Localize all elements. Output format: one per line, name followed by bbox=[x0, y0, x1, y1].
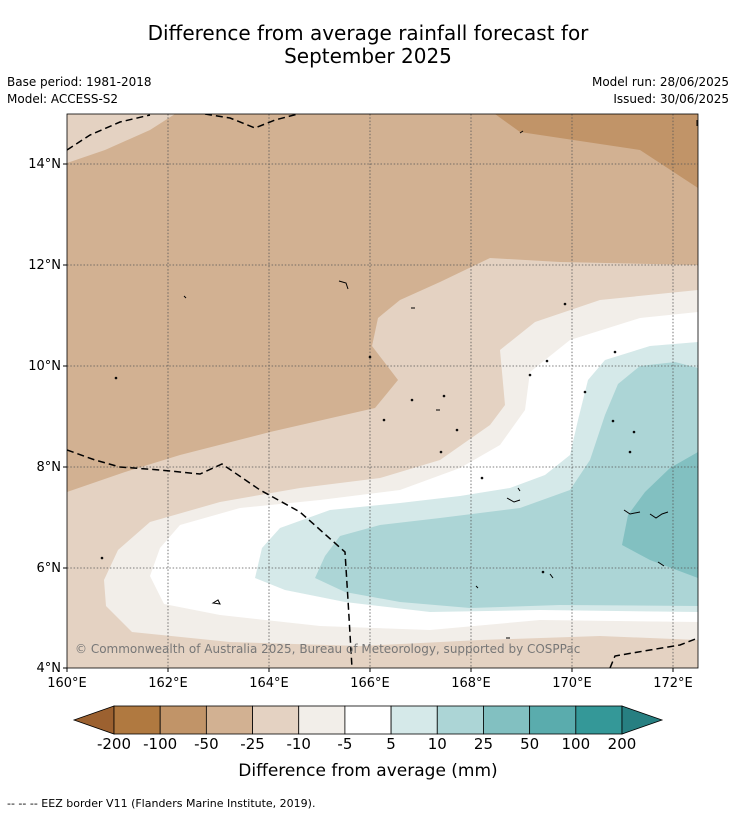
colorbar-swatch bbox=[159, 705, 207, 735]
region-minus25-top-left bbox=[67, 114, 175, 163]
y-tick-label: 8°N bbox=[37, 460, 62, 475]
colorbar-tick-label: -50 bbox=[194, 735, 219, 753]
colorbar-extend-low bbox=[72, 705, 115, 735]
colorbar-swatch bbox=[483, 705, 531, 735]
y-tick-label: 14°N bbox=[28, 157, 61, 172]
meta-right: Model run: 28/06/2025 Issued: 30/06/2025 bbox=[592, 74, 729, 108]
colorbar-swatch bbox=[252, 705, 300, 735]
issued-date: Issued: 30/06/2025 bbox=[613, 92, 729, 106]
map-title: Difference from average rainfall forecas… bbox=[0, 22, 736, 68]
x-tick-label: 164°E bbox=[249, 676, 289, 691]
eez-border-west bbox=[67, 449, 353, 668]
y-tick-label: 12°N bbox=[28, 258, 61, 273]
colorbar-tick-label: 200 bbox=[607, 735, 637, 753]
model-name: Model: ACCESS-S2 bbox=[7, 92, 119, 106]
colorbar-tick-label: 25 bbox=[473, 735, 493, 753]
colorbar-tick-label: -25 bbox=[240, 735, 265, 753]
colorbar-tick-label: -200 bbox=[96, 735, 132, 753]
base-period: Base period: 1981-2018 bbox=[7, 75, 152, 89]
eez-border-north-2 bbox=[204, 114, 299, 129]
x-tick-label: 160°E bbox=[47, 676, 87, 691]
islands bbox=[100, 120, 698, 639]
colorbar-tick-label: -100 bbox=[143, 735, 178, 753]
y-tick-label: 4°N bbox=[37, 661, 62, 676]
colorbar-tick-label: 10 bbox=[427, 735, 447, 753]
x-tick-label: 162°E bbox=[148, 676, 188, 691]
colorbar-swatch bbox=[529, 705, 577, 735]
colorbar-swatch bbox=[298, 705, 346, 735]
colorbar-swatch bbox=[390, 705, 438, 735]
copyright-text: © Commonwealth of Australia 2025, Bureau… bbox=[75, 642, 580, 656]
colorbar-swatch bbox=[113, 705, 161, 735]
y-tick-label: 10°N bbox=[28, 359, 61, 374]
x-tick-label: 172°E bbox=[653, 676, 693, 691]
x-tick-label: 170°E bbox=[552, 676, 592, 691]
eez-border-north bbox=[67, 114, 151, 151]
eez-border-southeast bbox=[609, 637, 698, 668]
colorbar-tick-label: -10 bbox=[286, 735, 311, 753]
x-axis: 160°E 162°E 164°E 166°E 168°E 170°E 172°… bbox=[47, 668, 693, 691]
colorbar-swatch bbox=[575, 705, 623, 735]
colorbar-tick-label: -5 bbox=[337, 735, 353, 753]
title-line-2: September 2025 bbox=[284, 44, 452, 68]
y-axis: 14°N 12°N 10°N 8°N 6°N 4°N bbox=[28, 157, 67, 676]
gridlines bbox=[67, 114, 698, 668]
title-line-1: Difference from average rainfall forecas… bbox=[147, 21, 589, 45]
meta-left: Base period: 1981-2018 Model: ACCESS-S2 bbox=[7, 74, 152, 108]
map-frame bbox=[66, 113, 699, 669]
x-tick-label: 166°E bbox=[350, 676, 390, 691]
y-tick-label: 6°N bbox=[37, 561, 62, 576]
colorbar-tick-label: 100 bbox=[561, 735, 591, 753]
colorbar-title: Difference from average (mm) bbox=[238, 761, 498, 781]
eez-borders bbox=[67, 114, 698, 668]
colorbar-swatch bbox=[205, 705, 253, 735]
x-tick-label: 168°E bbox=[451, 676, 491, 691]
colorbar-extend-high bbox=[621, 705, 664, 735]
colorbar-tick-label: 5 bbox=[386, 735, 396, 753]
colorbar-tick-label: 50 bbox=[520, 735, 540, 753]
model-run: Model run: 28/06/2025 bbox=[591, 75, 729, 89]
colorbar-swatch bbox=[344, 705, 392, 735]
colorbar-swatch bbox=[436, 705, 484, 735]
map-area bbox=[67, 114, 698, 668]
region-plus10 bbox=[315, 362, 698, 608]
colorbar bbox=[72, 705, 664, 735]
region-minus100-top-right bbox=[495, 114, 698, 188]
eez-footnote: -- -- -- EEZ border V11 (Flanders Marine… bbox=[7, 797, 316, 810]
